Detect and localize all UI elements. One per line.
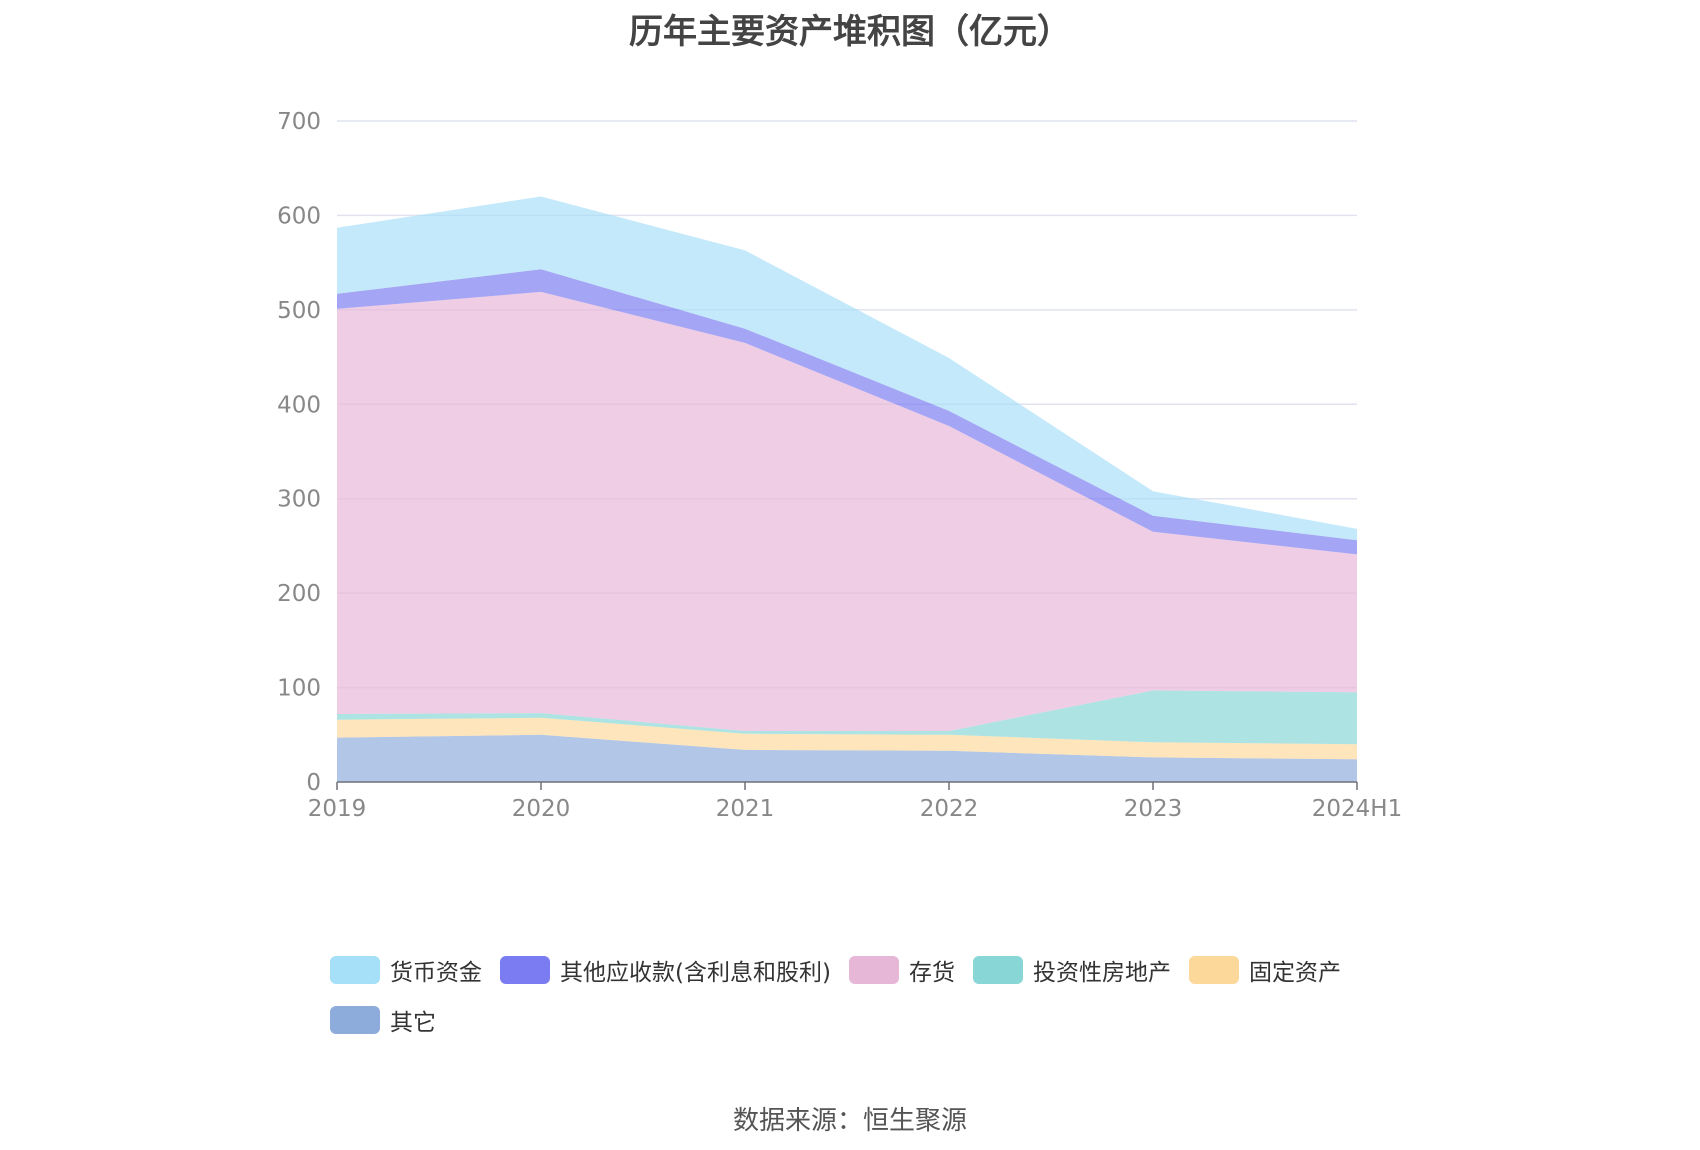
x-tick-label: 2022: [920, 796, 979, 822]
legend-swatch: [1188, 956, 1239, 984]
area-3: [337, 291, 1357, 731]
y-tick-label: 600: [277, 203, 321, 229]
y-tick-label: 500: [277, 298, 321, 324]
y-tick-label: 0: [306, 770, 321, 796]
legend-label: 存货: [908, 960, 955, 986]
area-series: [337, 196, 1357, 782]
legend-swatch: [330, 1006, 380, 1034]
legend-label: 其他应收款(含利息和股利): [560, 960, 831, 986]
legend-item[interactable]: 固定资产: [1188, 955, 1341, 986]
y-tick-label: 700: [277, 109, 321, 135]
legend-label: 其它: [390, 1010, 436, 1036]
legend-swatch: [848, 956, 899, 984]
legend: 货币资金 其他应收款(含利息和股利) 存货 投资性房地产 固定资产其它: [330, 955, 1410, 1055]
x-tick-label: 2020: [512, 796, 571, 822]
legend-label: 固定资产: [1248, 960, 1341, 986]
x-tick-label: 2021: [716, 796, 775, 822]
legend-label: 货币资金: [390, 960, 482, 986]
chart-title: 历年主要资产堆积图（亿元）: [629, 12, 1071, 52]
legend-swatch: [500, 956, 550, 984]
legend-swatch: [972, 956, 1023, 984]
y-tick-label: 400: [277, 392, 321, 418]
area-4: [337, 269, 1357, 555]
legend-item[interactable]: 货币资金: [330, 955, 482, 986]
area-1: [337, 717, 1357, 760]
area-2: [337, 690, 1357, 745]
area-0: [337, 734, 1357, 782]
y-tick-label: 100: [277, 676, 321, 702]
legend-item[interactable]: 其它: [330, 1005, 436, 1036]
y-tick-label: 200: [277, 581, 321, 607]
legend-item[interactable]: 其他应收款(含利息和股利): [500, 955, 831, 986]
area-5: [337, 196, 1357, 541]
legend-item[interactable]: 存货: [848, 955, 955, 986]
legend-item[interactable]: 投资性房地产: [972, 955, 1171, 986]
x-tick-label: 2019: [308, 796, 367, 822]
x-tick-label: 2024H1: [1312, 796, 1402, 822]
legend-label: 投资性房地产: [1032, 960, 1171, 986]
legend-swatch: [330, 956, 380, 984]
axes: 0 100 200 300 400 500 600 700 2019 2020 2021 2022 20…: [277, 109, 1402, 822]
x-tick-label: 2023: [1124, 796, 1183, 822]
y-tick-label: 300: [277, 487, 321, 513]
data-source-note: 数据来源：恒生聚源: [732, 1106, 967, 1136]
